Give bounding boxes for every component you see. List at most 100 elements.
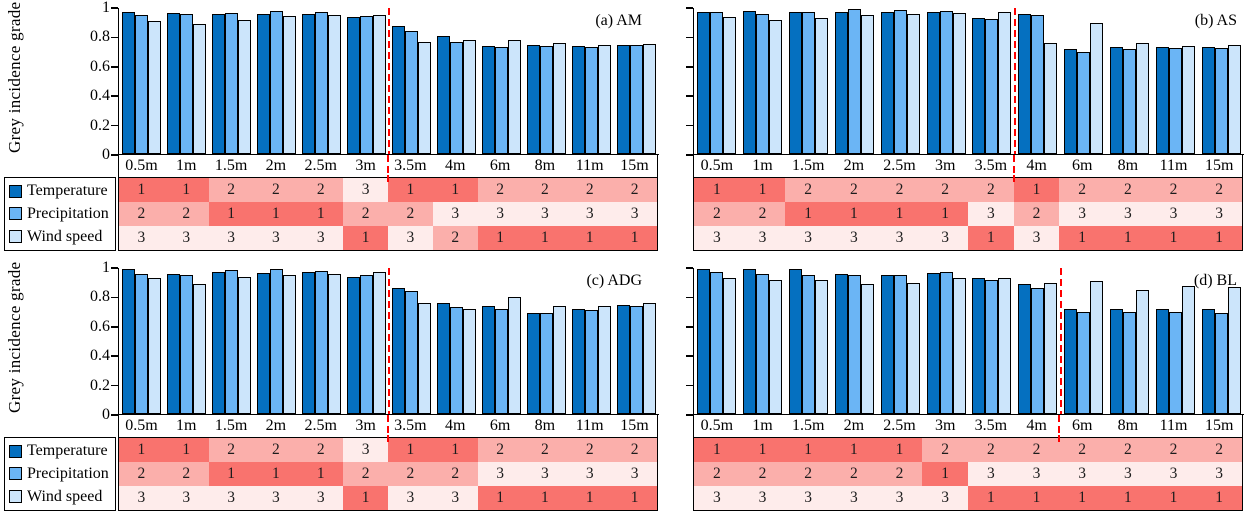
bar-temperature-3.5m (392, 288, 405, 414)
x-tick-label: 15m (620, 157, 649, 174)
x-tick-label: 0.5m (700, 157, 734, 174)
bar-precipitation-4m (1031, 15, 1045, 154)
bar-wind-speed-0.5m (723, 278, 737, 414)
bar-wind-speed-6m (1090, 281, 1104, 414)
bar-temperature-3.5m (972, 18, 986, 154)
rank-cell-precipitation-15m: 3 (612, 202, 657, 226)
rank-cell-precipitation-3.5m: 2 (387, 462, 433, 486)
rank-cell-precipitation-8m: 3 (1105, 462, 1151, 486)
rank-cell-temperature-3m: 2 (922, 438, 968, 462)
bar-precipitation-6m (495, 308, 508, 414)
bar-temperature-6m (482, 305, 495, 414)
x-tick-label: 1m (176, 157, 197, 174)
bar-temperature-3m (347, 276, 360, 414)
bar-precipitation-3.5m (405, 31, 418, 154)
rank-cell-precipitation-15m: 3 (1196, 202, 1242, 226)
bar-precipitation-1.5m (225, 270, 238, 414)
rank-cell-precipitation-1m: 2 (163, 202, 209, 226)
rank-cell-wind-speed-6m: 1 (477, 226, 523, 250)
y-tick-label: 0.8 (90, 288, 110, 306)
bar-temperature-11m (572, 45, 585, 154)
rank-cell-temperature-1.5m: 2 (208, 178, 254, 202)
bar-precipitation-1m (180, 274, 193, 414)
rank-cell-wind-speed-0.5m: 3 (119, 486, 164, 510)
bar-group-1.5m (209, 268, 254, 414)
rank-cell-precipitation-6m: 3 (1059, 202, 1105, 226)
bar-group-6m (1061, 268, 1107, 414)
plot-area-bl (686, 267, 1244, 416)
bar-temperature-0.5m (122, 269, 135, 414)
bar-wind-speed-4m (463, 308, 476, 414)
bar-group-2.5m (877, 8, 923, 154)
x-tick-label: 8m (534, 417, 556, 434)
bar-precipitation-2m (847, 9, 861, 154)
plot-area-as (686, 7, 1244, 156)
split-dashed-line (1013, 8, 1016, 154)
bar-wind-speed-1m (193, 24, 206, 154)
bar-precipitation-3m (360, 275, 373, 414)
panel-label-bl: (d) BL (1193, 272, 1237, 289)
rank-cell-precipitation-6m: 3 (477, 202, 523, 226)
rank-cell-wind-speed-3m: 1 (343, 226, 388, 250)
bar-temperature-1.5m (789, 269, 803, 414)
bar-wind-speed-3.5m (418, 303, 431, 414)
rank-cell-temperature-11m: 2 (567, 438, 613, 462)
rank-cell-temperature-0.5m: 1 (694, 438, 740, 462)
bar-wind-speed-4m (1044, 283, 1058, 414)
bar-group-11m (569, 268, 614, 414)
rank-cell-wind-speed-2m: 3 (253, 486, 299, 510)
rank-cell-precipitation-4m: 2 (1013, 202, 1060, 226)
bar-wind-speed-11m (1181, 285, 1195, 414)
rank-cell-precipitation-0.5m: 2 (119, 202, 164, 226)
legend-item-temperature: Temperature (9, 442, 113, 460)
bar-precipitation-3.5m (985, 279, 999, 414)
rank-cell-precipitation-0.5m: 2 (694, 202, 740, 226)
legend: Temperature Precipitation Wind speed (4, 177, 116, 251)
rank-cell-wind-speed-11m: 1 (567, 226, 613, 250)
bar-wind-speed-3m (952, 278, 966, 414)
bar-temperature-3m (926, 273, 940, 414)
bar-wind-speed-8m (1135, 289, 1149, 414)
split-tick (1012, 175, 1015, 182)
rank-cell-temperature-1.5m: 2 (208, 438, 254, 462)
rank-cell-wind-speed-15m: 1 (612, 226, 657, 250)
x-tick-label: 1.5m (214, 157, 248, 174)
rank-cell-precipitation-15m: 3 (612, 462, 657, 486)
rank-cell-wind-speed-2m: 3 (831, 486, 877, 510)
legend-label: Wind speed (27, 227, 103, 245)
rank-cell-precipitation-1.5m: 2 (785, 462, 831, 486)
x-tick-label: 11m (575, 157, 604, 174)
y-tick (686, 7, 693, 9)
rank-cell-temperature-0.5m: 1 (694, 178, 740, 202)
x-tick-label: 8m (534, 157, 556, 174)
y-tick (686, 296, 693, 299)
bar-group-8m (1106, 8, 1152, 154)
bar-precipitation-1.5m (802, 274, 816, 414)
bar-precipitation-1.5m (802, 11, 816, 154)
x-tick-label: 11m (1159, 157, 1188, 174)
rank-cell-precipitation-2.5m: 1 (298, 202, 344, 226)
bar-wind-speed-15m (1227, 286, 1241, 414)
bar-group-3.5m (389, 8, 434, 154)
y-tick-label: 0.4 (90, 347, 110, 365)
bar-temperature-0.5m (697, 269, 711, 414)
bar-precipitation-4m (450, 307, 463, 414)
rank-cell-temperature-1.5m: 2 (785, 178, 831, 202)
rank-cell-wind-speed-6m: 1 (1059, 486, 1105, 510)
rank-cell-wind-speed-2.5m: 3 (298, 486, 344, 510)
bar-precipitation-2m (270, 10, 283, 154)
rank-cell-precipitation-2m: 1 (253, 202, 299, 226)
y-tick-label: 0.6 (90, 57, 110, 75)
bar-wind-speed-1m (193, 284, 206, 414)
bar-temperature-2m (834, 12, 848, 154)
x-tick-label: 2m (843, 157, 865, 174)
x-tick-label: 2m (265, 417, 287, 434)
bar-temperature-3.5m (972, 278, 986, 414)
x-tick-label: 3.5m (974, 157, 1008, 174)
x-tick-label: 11m (1159, 417, 1188, 434)
rank-cell-wind-speed-4m: 1 (1013, 486, 1060, 510)
x-tick-label: 6m (1071, 417, 1093, 434)
y-tick (111, 154, 118, 156)
